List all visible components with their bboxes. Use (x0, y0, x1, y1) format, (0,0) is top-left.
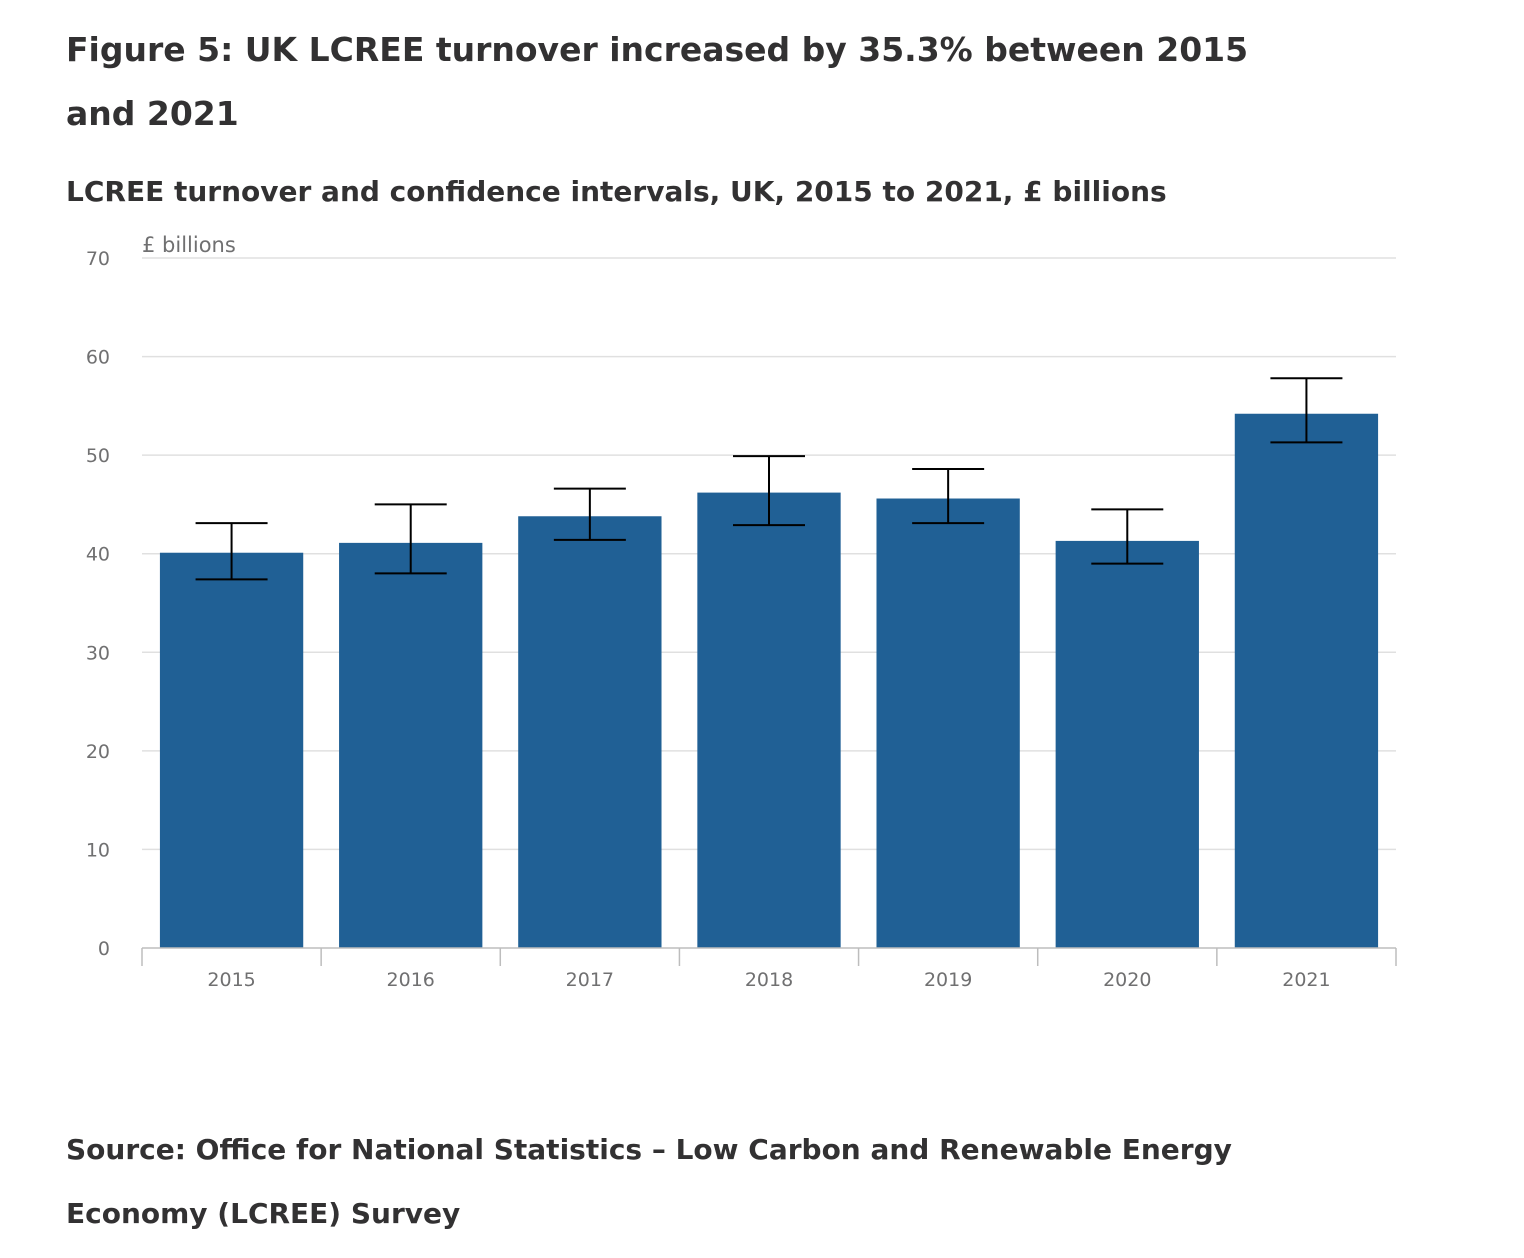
y-tick-label: 20 (86, 741, 110, 763)
x-tick-label: 2015 (207, 969, 255, 991)
x-tick-label: 2018 (745, 969, 793, 991)
axis-labels: 0 10 20 30 40 50 60 70 £ billions 2015 2016 2017 201… (86, 233, 1331, 991)
y-tick-label: 10 (86, 839, 110, 861)
x-tick-label: 2021 (1282, 969, 1330, 991)
x-tick-label: 2016 (387, 969, 435, 991)
source-note: Source: Office for National Statistics –… (66, 1133, 1232, 1230)
chart-subtitle: LCREE turnover and confidence intervals,… (66, 175, 1167, 208)
y-tick-label: 70 (86, 248, 110, 270)
y-axis-title: £ billions (142, 233, 236, 257)
x-axis (141, 947, 1397, 966)
figure-title: Figure 5: UK LCREE turnover increased by… (66, 30, 1249, 133)
error-bars (195, 377, 1343, 581)
y-tick-label: 0 (98, 938, 110, 960)
y-tick-label: 60 (86, 347, 110, 369)
bar-chart: 0 10 20 30 40 50 60 70 £ billions 2015 2016 2017 201… (86, 233, 1397, 991)
y-tick-label: 30 (86, 642, 110, 664)
bar (339, 542, 483, 948)
y-tick-label: 50 (86, 445, 110, 467)
bar (1234, 413, 1379, 948)
x-tick-label: 2017 (566, 969, 614, 991)
bar (697, 492, 841, 948)
x-tick-label: 2020 (1103, 969, 1151, 991)
bar (1055, 540, 1199, 948)
x-tick-label: 2019 (924, 969, 972, 991)
y-tick-label: 40 (86, 544, 110, 566)
bars (159, 413, 1379, 948)
bar (159, 552, 304, 948)
bar (518, 516, 662, 948)
bar (876, 498, 1020, 948)
